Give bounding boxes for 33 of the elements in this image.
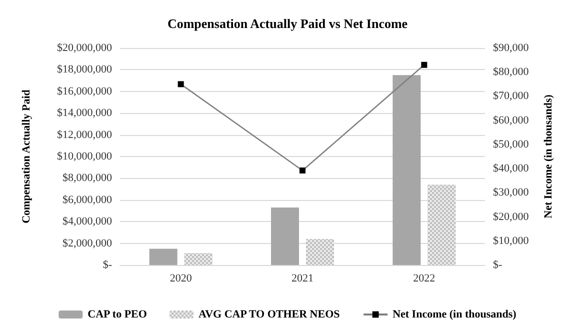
y-tick-label: $4,000,000 (62, 216, 112, 228)
y-tick-label: $6,000,000 (62, 194, 112, 206)
y2-tick-label: $40,000 (493, 162, 530, 175)
x-tick-label: 2020 (170, 272, 192, 284)
bar (271, 207, 299, 265)
y2-tick-label: $60,000 (493, 114, 530, 126)
legend-label: Net Income (in thousands) (392, 308, 517, 320)
y2-tick-label: $70,000 (493, 90, 530, 102)
legend-label: CAP to PEO (88, 308, 148, 320)
y2-tick-label: $- (493, 259, 502, 271)
x-tick-label: 2021 (292, 272, 314, 284)
y-tick-label: $16,000,000 (57, 85, 112, 98)
y-tick-label: $12,000,000 (57, 128, 112, 141)
y-tick-label: $2,000,000 (62, 237, 112, 250)
y2-tick-label: $80,000 (493, 66, 530, 78)
chart-title: Compensation Actually Paid vs Net Income (167, 16, 408, 31)
bar (392, 75, 421, 265)
y-tick-label: $10,000,000 (57, 150, 112, 162)
y2-axis-title: Net Income (in thousands) (542, 94, 554, 218)
y-tick-label: $18,000,000 (57, 64, 112, 76)
y-tick-label: $- (102, 259, 112, 271)
legend-label: AVG CAP TO OTHER NEOS (198, 308, 340, 320)
y2-tick-label: $30,000 (493, 186, 530, 199)
y2-tick-label: $20,000 (493, 210, 530, 223)
bar (149, 248, 178, 265)
y2-tick-label: $50,000 (493, 138, 530, 150)
y-axis-title: Compensation Actually Paid (20, 90, 32, 224)
y2-tick-label: $90,000 (493, 42, 530, 54)
y-tick-label: $14,000,000 (57, 107, 112, 120)
y2-tick-label: $10,000 (493, 234, 530, 247)
y-tick-label: $8,000,000 (62, 172, 112, 184)
x-tick-label: 2022 (413, 272, 436, 284)
y-tick-label: $20,000,000 (57, 42, 112, 54)
